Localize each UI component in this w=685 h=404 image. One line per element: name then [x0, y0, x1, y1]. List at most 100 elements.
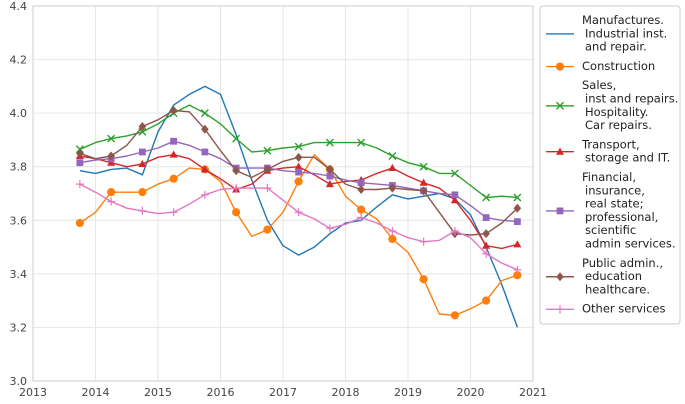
legend: Manufactures.Industrial inst.and repair.…: [539, 5, 681, 325]
series-group: [75, 104, 522, 202]
legend-label: professional,: [585, 210, 658, 224]
data-point: [482, 229, 490, 239]
data-point: [107, 151, 115, 161]
y-tick-label: 3.0: [10, 375, 28, 388]
data-point: [107, 158, 116, 166]
data-point: [419, 186, 428, 196]
data-point: [169, 105, 178, 115]
legend-label: admin services.: [585, 237, 676, 251]
legend-swatch-marker: [556, 147, 564, 155]
data-point: [232, 134, 241, 143]
data-point: [325, 224, 334, 233]
data-point: [263, 184, 272, 193]
axes: 2013 2014 2015 2016 2017 2018 2019 2020 2021 3.0 3…: [10, 0, 548, 399]
legend-entry: Other services: [546, 302, 666, 316]
data-point: [263, 164, 272, 174]
data-point: [294, 177, 303, 186]
legend-swatch-marker: [556, 272, 564, 282]
x-tick-label: 2020: [457, 386, 485, 399]
data-point: [263, 225, 272, 234]
legend-label: inst and repairs.: [585, 92, 678, 106]
data-point: [107, 197, 116, 206]
data-point: [138, 206, 147, 215]
data-point: [357, 138, 366, 147]
data-point: [169, 150, 178, 158]
x-tick-label: 2013: [19, 386, 47, 399]
data-point: [450, 227, 459, 235]
data-point: [75, 180, 84, 189]
data-point: [138, 159, 147, 168]
data-point: [419, 178, 428, 186]
x-tick-label: 2015: [144, 386, 172, 399]
y-tick-label: 3.4: [10, 268, 28, 281]
data-point: [388, 183, 397, 193]
data-point: [513, 193, 522, 202]
data-point: [263, 146, 272, 155]
x-tick-label: 2021: [519, 386, 547, 399]
data-point: [295, 168, 303, 176]
x-tick-label: 2014: [82, 386, 110, 399]
data-point: [232, 166, 240, 176]
data-point: [200, 190, 209, 199]
plot-frame: [32, 5, 534, 382]
legend-label: Financial,: [582, 170, 636, 184]
legend-label: scientific: [585, 223, 636, 237]
legend-swatch-marker: [556, 305, 564, 314]
data-point: [482, 241, 491, 249]
data-point: [451, 191, 459, 199]
legend-entry: Financial,insurance,real state;professio…: [546, 170, 676, 251]
data-point: [326, 172, 334, 180]
data-point: [201, 124, 209, 134]
data-point: [76, 159, 84, 167]
legend-label: education: [585, 269, 642, 283]
legend-label: Sales,: [582, 78, 616, 92]
series-group: [79, 85, 519, 328]
legend-label: and repair.: [585, 40, 647, 54]
data-point: [482, 296, 491, 305]
data-point: [482, 193, 491, 202]
data-point: [138, 122, 147, 132]
series-lines: [75, 85, 522, 328]
legend-entry: Construction: [546, 59, 655, 73]
data-point: [357, 205, 366, 214]
data-point: [357, 184, 365, 194]
legend-entry: Sales,inst and repairs.Hospitality.Car r…: [546, 78, 678, 132]
legend-entry: Manufactures.Industrial inst.and repair.: [546, 13, 667, 54]
data-point: [232, 184, 241, 193]
legend-box: [539, 5, 681, 325]
legend-label: Transport,: [581, 137, 640, 151]
legend-label: Public admin.,: [582, 256, 663, 270]
legend-swatch-marker: [556, 101, 564, 110]
data-point: [450, 169, 459, 178]
legend-label: Manufactures.: [582, 13, 664, 27]
data-point: [388, 152, 397, 160]
series-group: [75, 180, 522, 274]
y-tick-label: 4.2: [10, 54, 28, 67]
data-point: [513, 240, 522, 248]
data-point: [294, 142, 303, 151]
data-point: [294, 152, 303, 162]
data-point: [388, 163, 397, 172]
data-point: [388, 227, 397, 235]
legend-label: insurance,: [585, 183, 645, 197]
legend-label: healthcare.: [585, 282, 650, 296]
data-point: [513, 203, 522, 213]
data-point: [325, 179, 334, 188]
x-tick-label: 2019: [394, 386, 422, 399]
y-tick-label: 3.6: [10, 214, 28, 227]
data-point: [513, 265, 522, 274]
y-tick-label: 4.0: [10, 107, 28, 120]
y-tick-label: 3.2: [10, 321, 28, 334]
data-point: [170, 137, 178, 145]
series-line: [79, 85, 519, 328]
legend-label: Car repairs.: [585, 118, 652, 132]
data-point: [107, 134, 116, 143]
legend-label: Other services: [582, 302, 666, 316]
y-tick-label: 3.8: [10, 161, 28, 174]
legend-label: Hospitality.: [585, 105, 648, 119]
data-point: [513, 218, 521, 226]
data-point: [107, 188, 116, 197]
